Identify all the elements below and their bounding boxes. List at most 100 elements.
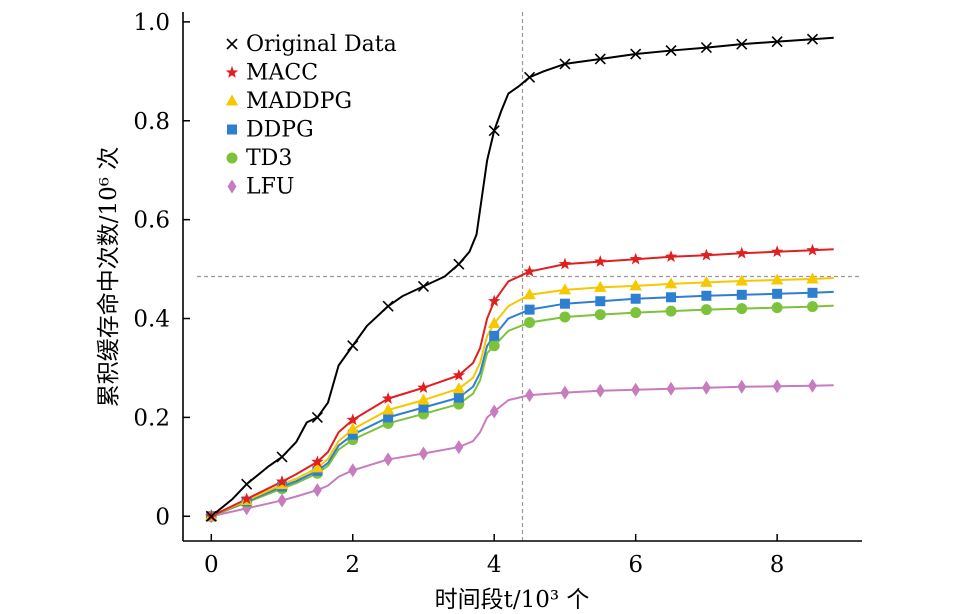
data-point-macc	[381, 392, 395, 404]
legend-marker-macc	[225, 66, 239, 78]
legend-marker-td3	[226, 152, 238, 164]
legend-marker-ddpg	[227, 124, 237, 135]
data-point-maddpg	[594, 280, 607, 292]
series-markers-lfu	[206, 378, 817, 524]
data-point-macc	[275, 475, 289, 487]
legend-label-original-data: Original Data	[246, 32, 397, 57]
data-point-ddpg	[595, 296, 606, 307]
data-point-original-data	[559, 58, 571, 70]
y-axis-label: 累积缓存命中次数/10⁶ 次	[96, 147, 122, 408]
data-point-maddpg	[417, 393, 430, 405]
legend-label-maddpg: MADDPG	[246, 89, 352, 114]
y-tick-label: 1.0	[133, 10, 170, 36]
legend-label-td3: TD3	[246, 146, 292, 171]
y-tick-label: 0	[155, 504, 170, 530]
data-point-ddpg	[701, 290, 712, 301]
data-point-lfu	[418, 446, 428, 461]
legend-item-lfu: LFU	[227, 175, 294, 200]
data-point-lfu	[666, 381, 676, 396]
data-point-original-data	[241, 478, 253, 490]
data-point-ddpg	[524, 304, 535, 315]
data-point-maddpg	[311, 461, 324, 473]
data-point-td3	[630, 307, 642, 319]
data-point-maddpg	[770, 273, 784, 285]
data-point-ddpg	[772, 288, 783, 299]
data-point-original-data	[347, 340, 359, 352]
data-point-macc	[488, 294, 501, 307]
data-point-lfu	[631, 382, 641, 397]
data-point-lfu	[348, 463, 358, 478]
data-point-macc	[664, 250, 678, 262]
data-point-macc	[594, 255, 607, 267]
legend-marker-maddpg	[225, 94, 239, 106]
data-point-td3	[771, 302, 783, 314]
legend-item-maddpg: MADDPG	[225, 89, 352, 114]
data-point-lfu	[560, 385, 570, 400]
x-tick-label: 0	[204, 552, 219, 578]
data-point-lfu	[701, 380, 711, 395]
data-point-macc	[417, 381, 430, 393]
series-markers-ddpg	[206, 287, 818, 522]
data-point-macc	[346, 413, 359, 426]
data-point-td3	[559, 311, 571, 323]
data-point-original-data	[205, 510, 217, 522]
data-point-ddpg	[489, 330, 500, 341]
ticks: 0 2 4 6 8 0 0.2 0.4 0.6 0.8 1.0	[133, 10, 784, 578]
y-tick-label: 0.6	[133, 208, 170, 234]
data-point-ddpg	[630, 293, 641, 304]
data-point-td3	[594, 309, 606, 321]
data-point-original-data	[276, 451, 288, 463]
data-point-original-data	[665, 44, 677, 57]
data-point-td3	[488, 340, 500, 352]
legend-label-ddpg: DDPG	[246, 118, 314, 143]
data-point-macc	[523, 265, 536, 277]
y-tick-label: 0.8	[133, 109, 170, 135]
legend-marker-lfu	[227, 179, 237, 194]
series-line-original-data	[210, 36, 834, 518]
axes	[182, 12, 862, 542]
x-tick-label: 4	[487, 552, 502, 578]
data-point-macc	[770, 245, 784, 258]
data-point-lfu	[595, 383, 605, 398]
data-point-ddpg	[807, 287, 818, 298]
data-point-ddpg	[559, 298, 570, 309]
data-point-ddpg	[453, 392, 464, 403]
data-point-lfu	[277, 493, 287, 508]
series-markers-td3	[205, 301, 818, 522]
legend-label-macc: MACC	[246, 61, 318, 86]
data-point-lfu	[807, 378, 817, 393]
data-point-td3	[665, 305, 677, 317]
y-tick-label: 0.4	[133, 307, 170, 333]
data-point-maddpg	[735, 274, 748, 286]
x-tick-label: 8	[770, 552, 785, 578]
data-point-original-data	[630, 48, 642, 60]
data-point-td3	[700, 304, 712, 316]
data-point-macc	[452, 368, 466, 381]
data-point-maddpg	[381, 403, 395, 415]
x-axis-label: 时间段t/10³ 个	[435, 587, 590, 613]
data-point-maddpg	[664, 277, 678, 289]
x-tick-label: 2	[345, 552, 360, 578]
series-markers	[205, 33, 819, 524]
data-point-original-data	[806, 33, 819, 45]
data-point-maddpg	[452, 382, 466, 394]
data-point-ddpg	[418, 402, 429, 413]
data-point-lfu	[454, 440, 464, 455]
data-point-original-data	[736, 38, 748, 50]
data-point-macc	[629, 252, 642, 265]
legend-label-lfu: LFU	[246, 175, 294, 200]
data-point-macc	[558, 257, 572, 270]
data-point-original-data	[311, 411, 323, 423]
data-point-original-data	[488, 125, 500, 137]
data-point-maddpg	[629, 279, 642, 291]
legend: Original Data MACC MADDPG DDPG TD3 LFU	[225, 32, 397, 200]
data-point-lfu	[772, 379, 782, 394]
reference-lines	[197, 12, 862, 541]
series-markers-original-data	[205, 33, 819, 522]
data-point-original-data	[700, 42, 712, 54]
data-point-lfu	[312, 483, 322, 498]
data-point-lfu	[525, 388, 535, 403]
legend-marker-original-data	[226, 38, 238, 50]
data-point-maddpg	[806, 272, 819, 284]
